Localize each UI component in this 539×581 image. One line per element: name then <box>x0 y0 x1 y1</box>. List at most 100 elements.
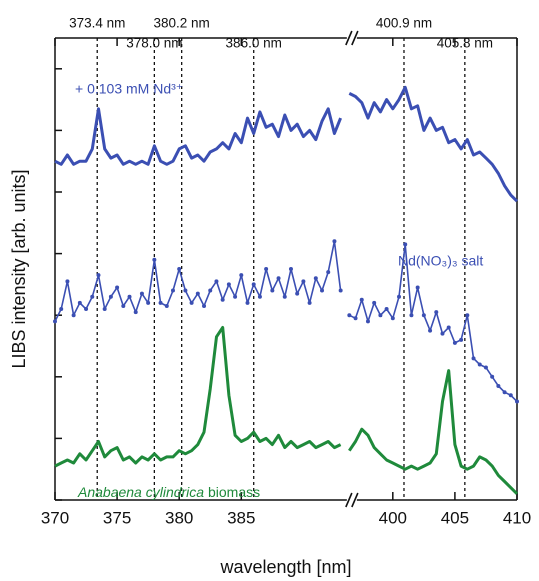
series-marker <box>459 337 464 342</box>
reference-label: 405.8 nm <box>437 36 493 51</box>
series-marker <box>139 291 144 296</box>
series-marker <box>490 374 495 379</box>
series-marker <box>77 300 82 305</box>
x-tick-label: 400 <box>379 508 407 527</box>
series-marker <box>189 300 194 305</box>
x-axis-label: wavelength [nm] <box>219 557 351 577</box>
series-marker <box>365 319 370 324</box>
series-marker <box>347 313 352 318</box>
series-marker <box>102 307 107 312</box>
reference-label: 378.0 nm <box>126 36 182 51</box>
series-label: Nd(NO₃)₃ salt <box>398 253 483 269</box>
series-marker <box>338 288 343 293</box>
series-marker <box>121 303 126 308</box>
axis-break <box>345 492 353 508</box>
series-marker <box>353 316 358 321</box>
series-marker <box>71 313 76 318</box>
axis-break <box>351 492 359 508</box>
series-marker <box>434 310 439 315</box>
series-label: Anabaena cylindrica biomass <box>77 484 260 500</box>
axis-break <box>345 30 353 46</box>
series-marker <box>220 297 225 302</box>
x-tick-label: 375 <box>103 508 131 527</box>
series-marker <box>295 291 300 296</box>
series-marker <box>320 288 325 293</box>
series-marker <box>332 239 337 244</box>
series-marker <box>53 319 57 324</box>
series-marker <box>415 285 420 290</box>
series-marker <box>239 273 244 278</box>
series-marker <box>390 316 395 321</box>
series-marker <box>233 294 238 299</box>
series-marker <box>359 297 364 302</box>
series-marker <box>164 303 169 308</box>
series-marker <box>452 340 457 345</box>
series-marker <box>183 288 188 293</box>
series-marker <box>288 267 293 271</box>
series-marker <box>108 294 113 299</box>
series-marker <box>208 288 213 293</box>
series-marker <box>264 267 269 271</box>
series-marker <box>152 257 157 262</box>
x-tick-label: 410 <box>503 508 531 527</box>
x-tick-label: 380 <box>165 508 193 527</box>
series-marker <box>301 279 306 284</box>
series-marker <box>471 356 476 361</box>
series-marker <box>270 288 275 293</box>
series-marker <box>372 300 377 305</box>
series-marker <box>326 270 331 275</box>
series-marker <box>465 313 470 318</box>
series-marker <box>146 300 151 305</box>
series-marker <box>257 294 262 299</box>
series-marker <box>508 393 513 398</box>
series-label: + 0.103 mM Nd³⁺ <box>75 81 183 97</box>
reference-label: 400.9 nm <box>376 16 432 31</box>
series-line <box>54 85 519 203</box>
series-marker <box>59 307 64 312</box>
series-marker <box>378 313 383 318</box>
series-marker <box>428 328 433 333</box>
series-marker <box>446 325 451 330</box>
series-marker <box>483 365 488 370</box>
x-tick-label: 405 <box>441 508 469 527</box>
series-marker <box>440 331 445 336</box>
reference-label: 373.4 nm <box>69 16 125 31</box>
x-tick-label: 385 <box>227 508 255 527</box>
y-axis-label: LIBS intensity [arb. units] <box>9 169 29 368</box>
series-marker <box>90 294 95 299</box>
reference-label: 386.0 nm <box>226 36 282 51</box>
series-marker <box>397 294 402 299</box>
series-marker <box>384 307 389 312</box>
series-marker <box>307 300 312 305</box>
series-marker <box>202 303 207 308</box>
series-marker <box>84 307 89 312</box>
series-marker <box>251 282 256 287</box>
x-tick-label: 370 <box>41 508 69 527</box>
series-marker <box>177 267 182 271</box>
series-marker <box>403 242 408 247</box>
series-marker <box>245 300 250 305</box>
series-line <box>54 326 519 495</box>
series-marker <box>170 288 175 293</box>
series-marker <box>496 384 501 389</box>
series-marker <box>96 273 101 278</box>
series-marker <box>115 285 120 290</box>
series-marker <box>133 310 138 315</box>
series-marker <box>515 399 519 404</box>
series-marker <box>409 313 414 318</box>
series-marker <box>195 291 200 296</box>
series-marker <box>282 294 287 299</box>
series-marker <box>477 362 482 367</box>
reference-label: 380.2 nm <box>154 16 210 31</box>
series-marker <box>214 279 219 284</box>
series-marker <box>158 300 163 305</box>
series-marker <box>226 282 231 287</box>
series-marker <box>313 276 318 281</box>
series-marker <box>276 276 281 281</box>
series-marker <box>421 313 426 318</box>
series-marker <box>127 294 132 299</box>
series-marker <box>65 279 70 284</box>
series-marker <box>502 390 507 395</box>
axis-break <box>351 30 359 46</box>
